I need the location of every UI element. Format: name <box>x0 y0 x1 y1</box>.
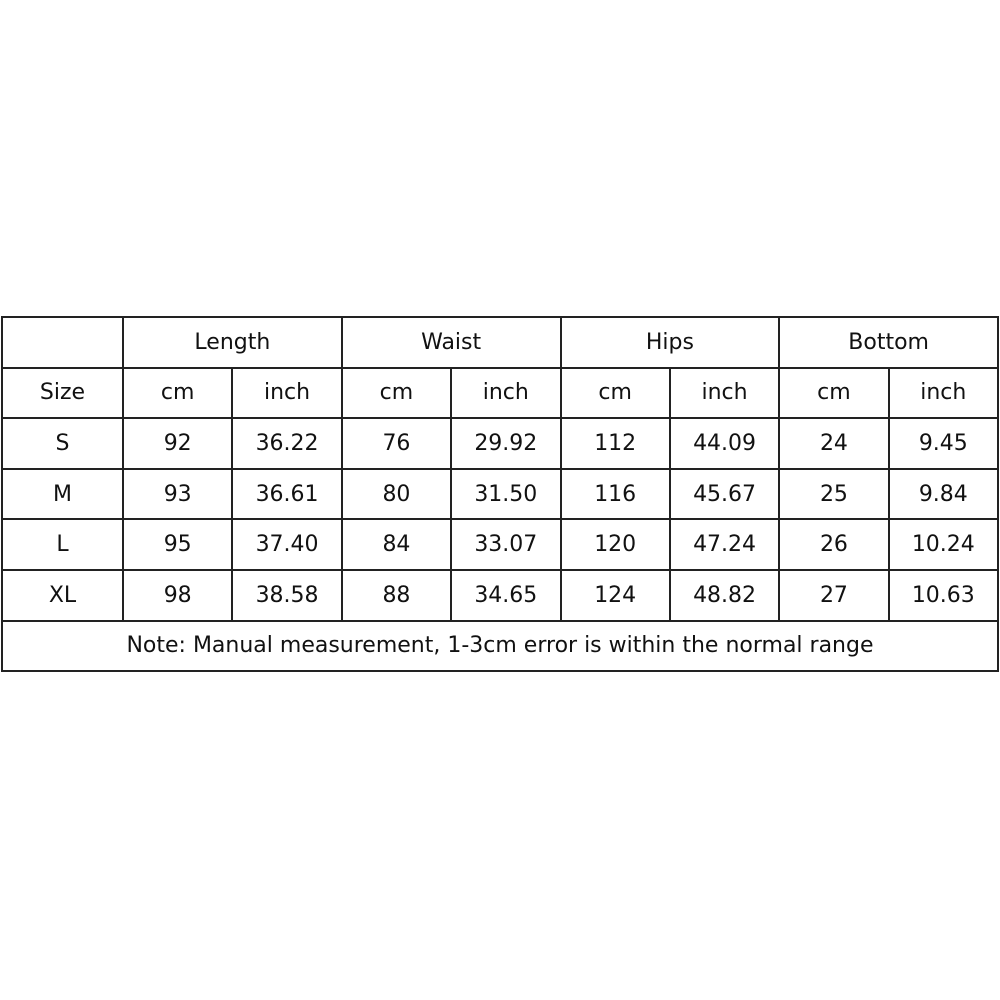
value-cell: 24 <box>778 417 890 470</box>
table-row: M 93 36.61 80 31.50 116 45.67 25 9.84 <box>1 467 1000 521</box>
value-cell: 37.40 <box>231 518 343 571</box>
value-cell: 84 <box>340 518 453 571</box>
table-row: L 95 37.40 84 33.07 120 47.24 26 10.24 <box>1 518 1000 571</box>
unit-header: inch <box>887 366 1000 420</box>
size-cell: S <box>1 417 124 470</box>
value-cell: 36.22 <box>231 417 343 470</box>
unit-header: inch <box>231 366 343 420</box>
value-cell: 116 <box>559 467 671 521</box>
value-cell: 31.50 <box>450 467 562 521</box>
value-cell: 112 <box>559 417 671 470</box>
value-cell: 36.61 <box>231 467 343 521</box>
value-cell: 29.92 <box>450 417 562 470</box>
unit-header-row: Size cm inch cm inch cm inch cm inch <box>1 366 1000 420</box>
value-cell: 98 <box>121 568 234 622</box>
value-cell: 10.24 <box>887 518 1000 571</box>
size-chart-table: Length Waist Hips Bottom Size cm inch cm… <box>1 316 1000 673</box>
unit-header: inch <box>450 366 562 420</box>
value-cell: 33.07 <box>450 518 562 571</box>
value-cell: 76 <box>340 417 453 470</box>
value-cell: 48.82 <box>668 568 781 622</box>
group-header-waist: Waist <box>340 316 562 369</box>
value-cell: 34.65 <box>450 568 562 622</box>
value-cell: 9.84 <box>887 467 1000 521</box>
table-row: S 92 36.22 76 29.92 112 44.09 24 9.45 <box>1 417 1000 470</box>
unit-header: cm <box>121 366 234 420</box>
unit-header: cm <box>778 366 890 420</box>
unit-header: cm <box>340 366 453 420</box>
group-header-hips: Hips <box>559 316 781 369</box>
size-cell: M <box>1 467 124 521</box>
value-cell: 92 <box>121 417 234 470</box>
value-cell: 93 <box>121 467 234 521</box>
value-cell: 27 <box>778 568 890 622</box>
value-cell: 25 <box>778 467 890 521</box>
note-row: Note: Manual measurement, 1-3cm error is… <box>1 619 999 673</box>
unit-header: cm <box>559 366 671 420</box>
value-cell: 124 <box>559 568 671 622</box>
unit-header: inch <box>668 366 781 420</box>
value-cell: 44.09 <box>668 417 781 470</box>
value-cell: 88 <box>340 568 453 622</box>
size-cell: XL <box>1 568 124 622</box>
empty-corner-cell <box>1 316 124 369</box>
value-cell: 80 <box>340 467 453 521</box>
value-cell: 10.63 <box>887 568 1000 622</box>
value-cell: 95 <box>121 518 234 571</box>
value-cell: 120 <box>559 518 671 571</box>
note-text: Note: Manual measurement, 1-3cm error is… <box>1 619 999 673</box>
group-header-length: Length <box>122 316 343 369</box>
value-cell: 47.24 <box>668 518 781 571</box>
value-cell: 26 <box>778 518 890 571</box>
group-header-bottom: Bottom <box>778 316 999 369</box>
value-cell: 45.67 <box>668 467 781 521</box>
value-cell: 38.58 <box>231 568 343 622</box>
table-row: XL 98 38.58 88 34.65 124 48.82 27 10.63 <box>1 568 1000 622</box>
value-cell: 9.45 <box>887 417 1000 470</box>
size-cell: L <box>1 518 124 571</box>
group-header-row: Length Waist Hips Bottom <box>1 316 999 369</box>
size-header: Size <box>1 366 124 420</box>
